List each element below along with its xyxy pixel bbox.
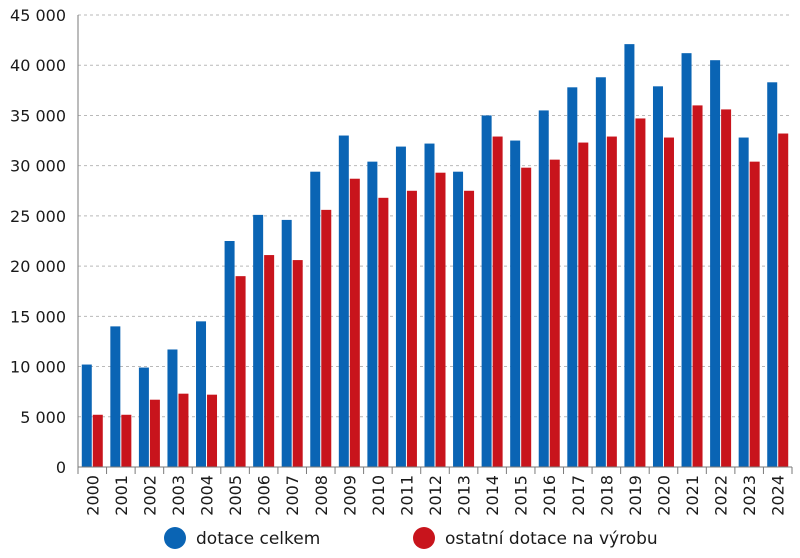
bar-dotace-celkem (196, 321, 207, 467)
axes (77, 15, 792, 468)
x-tick-label: 2012 (426, 475, 445, 516)
y-axis-ticks: 0 5 000 10 000 15 000 20 000 25 000 30 000 35 0… (10, 6, 66, 477)
y-tick-label: 30 000 (10, 157, 66, 176)
bar-dotace-celkem (510, 140, 521, 468)
x-tick-label: 2004 (198, 475, 217, 516)
bar-dotace-celkem (624, 44, 635, 468)
bar-ostatni-dotace (178, 393, 189, 467)
x-tick-label: 2022 (712, 475, 731, 516)
y-tick-label: 10 000 (10, 358, 66, 377)
bar-dotace-celkem (595, 77, 606, 467)
bar-dotace-celkem (138, 367, 149, 467)
x-tick-label: 2009 (340, 475, 359, 516)
x-tick-label: 2024 (769, 475, 788, 516)
y-tick-label: 0 (56, 458, 66, 477)
bar-dotace-celkem (567, 87, 578, 467)
bar-dotace-celkem (538, 110, 549, 467)
legend-label-ostatni-dotace: ostatní dotace na výrobu (445, 529, 658, 549)
bar-ostatni-dotace (121, 414, 132, 467)
x-tick-label: 2002 (140, 475, 159, 516)
bar-dotace-celkem (281, 219, 292, 467)
bar-dotace-celkem (767, 82, 778, 467)
bar-ostatni-dotace (264, 255, 275, 467)
bar-dotace-celkem (738, 137, 749, 467)
bar-ostatni-dotace (435, 172, 446, 467)
bar-ostatni-dotace (92, 414, 103, 467)
bar-ostatni-dotace (149, 399, 160, 467)
bars (81, 44, 789, 468)
bar-dotace-celkem (710, 60, 721, 467)
bar-ostatni-dotace (692, 105, 703, 468)
y-tick-label: 5 000 (20, 408, 66, 427)
x-tick-label: 2008 (312, 475, 331, 516)
bar-dotace-celkem (481, 115, 492, 467)
x-tick-label: 2020 (654, 475, 673, 516)
x-axis-ticks: 2000 2001 2002 2003 2004 2005 2006 2007 2008 2009… (77, 467, 793, 516)
bar-ostatni-dotace (749, 161, 760, 467)
x-tick-label: 2018 (597, 475, 616, 516)
legend-label-dotace-celkem: dotace celkem (196, 529, 320, 549)
x-tick-label: 2021 (683, 475, 702, 516)
x-tick-label: 2001 (112, 475, 131, 516)
bar-dotace-celkem (681, 53, 692, 468)
x-tick-label: 2015 (512, 475, 531, 516)
bar-ostatni-dotace (406, 190, 417, 467)
bar-ostatni-dotace (578, 142, 589, 467)
legend: dotace celkem ostatní dotace na výrobu (164, 527, 658, 549)
x-tick-label: 2005 (226, 475, 245, 516)
bar-dotace-celkem (367, 161, 378, 467)
legend-marker-dotace-celkem (164, 527, 186, 549)
x-tick-label: 2010 (369, 475, 388, 516)
bar-dotace-celkem (395, 146, 406, 468)
bar-ostatni-dotace (207, 394, 218, 467)
bar-dotace-celkem (253, 214, 264, 467)
bar-ostatni-dotace (606, 136, 617, 467)
bar-ostatni-dotace (721, 109, 732, 467)
bar-ostatni-dotace (663, 137, 674, 467)
y-tick-label: 35 000 (10, 106, 66, 125)
y-tick-label: 15 000 (10, 307, 66, 326)
x-tick-label: 2019 (626, 475, 645, 516)
bar-ostatni-dotace (292, 260, 303, 467)
x-tick-label: 2013 (455, 475, 474, 516)
x-tick-label: 2023 (740, 475, 759, 516)
bar-dotace-celkem (224, 241, 235, 467)
bar-dotace-celkem (81, 364, 92, 467)
bar-ostatni-dotace (235, 276, 246, 467)
x-tick-label: 2006 (255, 475, 274, 516)
x-tick-label: 2007 (283, 475, 302, 516)
bar-dotace-celkem (310, 171, 321, 467)
bar-ostatni-dotace (521, 167, 532, 468)
y-tick-label: 20 000 (10, 257, 66, 276)
bar-dotace-celkem (338, 135, 349, 468)
bar-ostatni-dotace (464, 190, 475, 467)
y-tick-label: 40 000 (10, 56, 66, 75)
y-tick-label: 25 000 (10, 207, 66, 226)
bar-ostatni-dotace (321, 209, 332, 467)
x-tick-label: 2011 (397, 475, 416, 516)
bar-ostatni-dotace (378, 197, 389, 467)
x-tick-label: 2014 (483, 475, 502, 516)
x-tick-label: 2003 (169, 475, 188, 516)
bar-dotace-celkem (110, 326, 121, 467)
x-tick-label: 2016 (540, 475, 559, 516)
bar-ostatni-dotace (492, 136, 503, 467)
bar-dotace-celkem (652, 86, 663, 467)
y-tick-label: 45 000 (10, 6, 66, 25)
bar-ostatni-dotace (349, 178, 360, 468)
legend-marker-ostatni-dotace (413, 527, 435, 549)
bar-dotace-celkem (167, 349, 178, 467)
bar-ostatni-dotace (635, 118, 646, 468)
bar-dotace-celkem (424, 143, 435, 467)
x-tick-label: 2017 (569, 475, 588, 516)
x-tick-label: 2000 (83, 475, 102, 516)
bar-dotace-celkem (453, 171, 464, 467)
bar-ostatni-dotace (778, 133, 789, 467)
bar-ostatni-dotace (549, 159, 560, 467)
